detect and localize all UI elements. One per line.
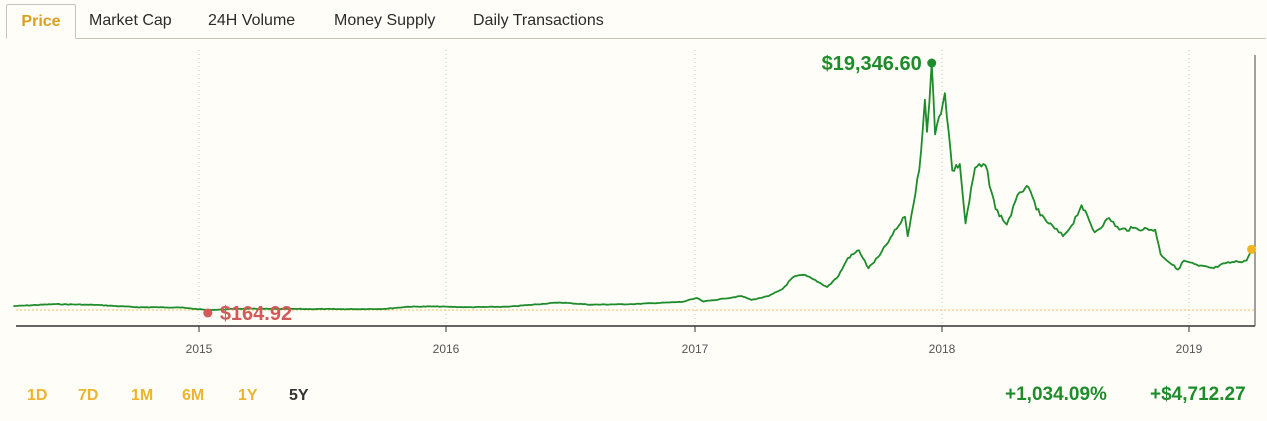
x-tick-label: 2016	[433, 342, 460, 356]
tab-price[interactable]: Price	[6, 4, 76, 39]
chart-tab-bar: Price Market Cap 24H Volume Money Supply…	[6, 4, 1266, 39]
range-1y-button[interactable]: 1Y	[238, 387, 258, 404]
x-tick-label: 2017	[682, 342, 709, 356]
tab-market-cap[interactable]: Market Cap	[89, 12, 172, 29]
range-6m-button[interactable]: 6M	[182, 387, 205, 404]
x-tick-label: 2019	[1176, 342, 1203, 356]
x-tick-label: 2015	[186, 342, 213, 356]
high-label: $19,346.60	[822, 53, 922, 75]
range-5y-button[interactable]: 5Y	[289, 387, 309, 404]
high-marker[interactable]	[927, 58, 937, 68]
tab-money-supply[interactable]: Money Supply	[334, 12, 436, 29]
x-tick-label: 2018	[929, 342, 956, 356]
price-series-line	[13, 62, 1253, 311]
low-marker[interactable]	[203, 308, 213, 318]
range-1m-button[interactable]: 1M	[131, 387, 154, 404]
current-price-marker[interactable]	[1247, 244, 1257, 254]
value-change: +$4,712.27	[1150, 384, 1246, 405]
low-label: $164.92	[220, 303, 292, 325]
range-1d-button[interactable]: 1D	[27, 387, 48, 404]
range-7d-button[interactable]: 7D	[78, 387, 99, 404]
tab-24h-volume[interactable]: 24H Volume	[208, 12, 296, 29]
percent-change: +1,034.09%	[1005, 384, 1107, 405]
tab-daily-transactions[interactable]: Daily Transactions	[473, 12, 604, 29]
